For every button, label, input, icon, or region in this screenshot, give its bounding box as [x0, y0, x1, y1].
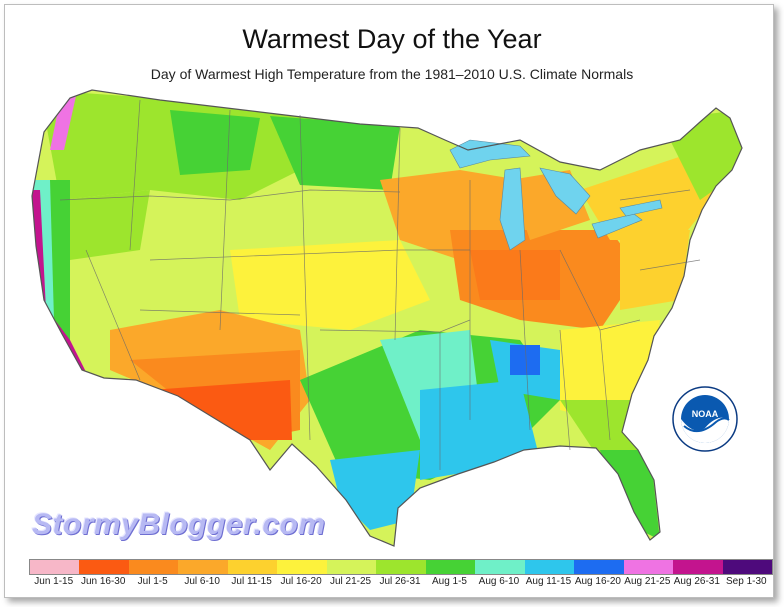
legend-swatch [128, 560, 179, 574]
legend-swatch [425, 560, 476, 574]
legend-swatch [574, 560, 624, 574]
legend-label: Aug 1-5 [431, 576, 467, 587]
legend-swatch [376, 560, 426, 574]
legend-label: Jul 11-15 [231, 576, 272, 587]
legend-swatch [722, 560, 773, 574]
legend-swatch [673, 560, 723, 574]
legend-swatch [475, 560, 525, 574]
legend-label: Aug 6-10 [478, 576, 520, 587]
legend-swatch [277, 560, 327, 574]
legend-label: Jul 21-25 [329, 576, 372, 587]
watermark: StormyBlogger.com [32, 508, 326, 541]
legend-label: Jul 16-20 [280, 576, 322, 587]
legend-labels: Jun 1-15 Jun 16-30 Jul 1-5 Jul 6-10 Jul 11-1… [29, 576, 771, 587]
legend-label: Aug 21-25 [624, 576, 671, 587]
legend-label: Jun 16-30 [80, 576, 126, 587]
legend-label: Aug 16-20 [574, 576, 621, 587]
legend-bar [29, 559, 773, 575]
legend-swatch [30, 560, 80, 574]
noaa-logo: NOAA [672, 386, 738, 452]
legend-swatch [623, 560, 674, 574]
legend-label: Jul 26-31 [379, 576, 421, 587]
noaa-logo-text: NOAA [692, 409, 719, 419]
legend-label: Aug 11-15 [525, 576, 572, 587]
legend-label: Jul 1-5 [137, 576, 168, 587]
legend-label: Sep 1-30 [726, 576, 767, 587]
legend-label: Jun 1-15 [34, 576, 74, 587]
legend-swatch [79, 560, 129, 574]
legend-swatch [178, 560, 228, 574]
legend-label: Jul 6-10 [184, 576, 220, 587]
map-subtitle: Day of Warmest High Temperature from the… [150, 66, 634, 82]
legend-swatch [227, 560, 278, 574]
legend-swatch [326, 560, 377, 574]
map-title: Warmest Day of the Year [242, 24, 542, 54]
legend-swatch [524, 560, 575, 574]
legend-label: Aug 26-31 [673, 576, 720, 587]
